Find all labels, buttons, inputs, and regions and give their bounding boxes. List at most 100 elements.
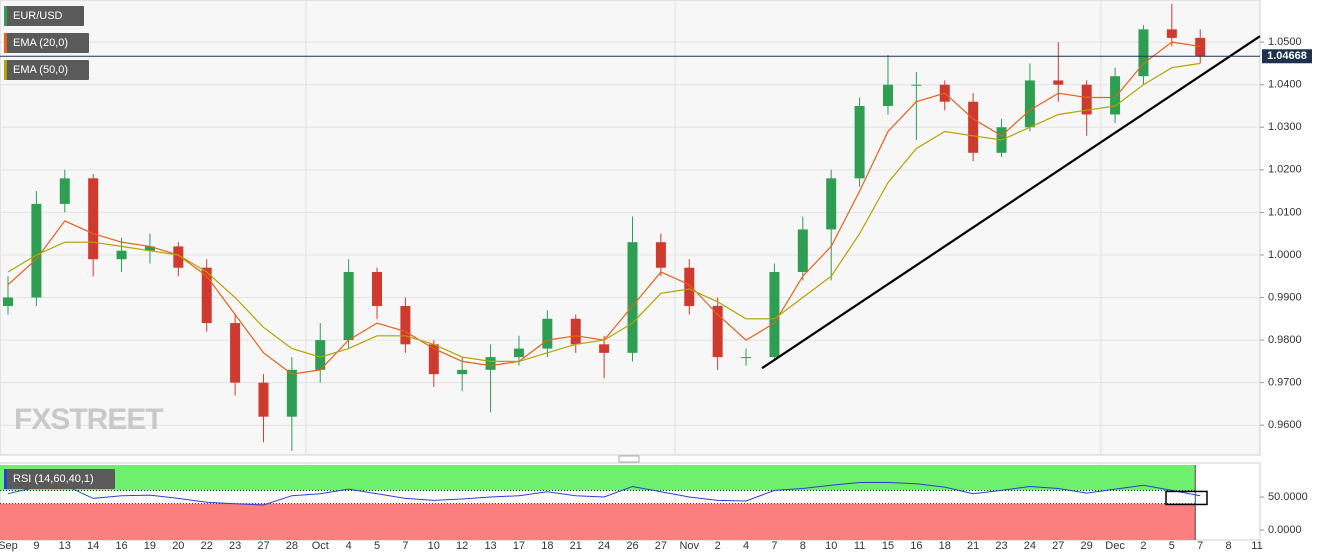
x-tick-label: 26 xyxy=(626,540,638,552)
x-tick-label: 27 xyxy=(257,540,269,552)
x-tick-label: Sep xyxy=(0,540,18,552)
y-tick-label: 1.0100 xyxy=(1268,206,1302,218)
x-tick-label: 22 xyxy=(201,540,213,552)
x-tick-label: 16 xyxy=(910,540,922,552)
x-tick-label: 13 xyxy=(484,540,496,552)
candle-body xyxy=(570,318,581,345)
candle-body xyxy=(485,357,496,370)
legend-swatch xyxy=(4,33,7,53)
candle-body xyxy=(854,105,865,179)
y-tick-label: 1.0400 xyxy=(1268,79,1302,91)
x-tick-label: 19 xyxy=(144,540,156,552)
legend-box xyxy=(4,6,84,26)
candle-body xyxy=(627,242,638,353)
candle-body xyxy=(88,178,99,260)
overlay-layer: 0.9600 0.9700 0.9800 0.9900 1.0000 1.0100 1.02… xyxy=(0,6,1312,552)
candle-body xyxy=(1166,29,1177,38)
x-tick-label: 11 xyxy=(854,540,865,552)
x-tick-label: 10 xyxy=(428,540,440,552)
x-tick-label: 8 xyxy=(1226,540,1232,552)
x-tick-label: 16 xyxy=(115,540,127,552)
legend-label: EMA (50,0) xyxy=(13,64,68,76)
candle-body xyxy=(173,246,184,268)
candle-body xyxy=(1110,76,1121,115)
legend-swatch xyxy=(4,6,7,26)
legend-label: RSI (14,60,40,1) xyxy=(13,473,94,485)
x-tick-label: Dec xyxy=(1105,540,1125,552)
x-tick-label: 29 xyxy=(1081,540,1093,552)
candle-body xyxy=(59,178,70,204)
legend-swatch xyxy=(4,469,7,489)
x-tick-label: Nov xyxy=(679,540,699,552)
candle-body xyxy=(372,271,383,307)
candle-body xyxy=(258,382,269,417)
y-tick-label: 1.0200 xyxy=(1268,164,1302,176)
x-tick-label: 4 xyxy=(346,540,352,552)
x-tick-label: 27 xyxy=(1052,540,1064,552)
rsi-layer xyxy=(0,465,1201,540)
x-tick-label: 23 xyxy=(995,540,1007,552)
x-tick-label: 4 xyxy=(743,540,749,552)
panel-handle xyxy=(618,455,640,463)
x-tick-label: 17 xyxy=(513,540,525,552)
y-tick-label: 0.0000 xyxy=(1268,524,1302,536)
legend-box xyxy=(4,469,115,489)
x-tick-label: 2 xyxy=(1140,540,1146,552)
x-tick-label: 11 xyxy=(1251,540,1262,552)
candle-body xyxy=(826,178,837,230)
candle-body xyxy=(3,297,13,307)
marks-layer xyxy=(3,3,1206,451)
candle-body xyxy=(286,369,297,417)
x-tick-label: 5 xyxy=(374,540,380,552)
candle-body xyxy=(513,348,524,358)
x-tick-label: 7 xyxy=(771,540,777,552)
grid-layer: FXSTREET xyxy=(0,0,1260,540)
candle-body xyxy=(599,344,610,353)
x-tick-label: 21 xyxy=(570,540,582,552)
candle-body xyxy=(201,267,212,324)
trendline xyxy=(761,35,1261,370)
y-tick-label: 50.0000 xyxy=(1268,491,1308,503)
ema-line xyxy=(7,62,1201,362)
y-tick-label: 1.0500 xyxy=(1268,36,1302,48)
x-tick-label: 2 xyxy=(715,540,721,552)
candle-body xyxy=(1053,80,1064,85)
x-tick-label: 23 xyxy=(229,540,241,552)
candle-body xyxy=(655,242,666,268)
candle-body xyxy=(1081,84,1092,115)
y-tick-label: 1.0000 xyxy=(1268,249,1302,261)
x-tick-label: 27 xyxy=(655,540,667,552)
x-tick-label: 15 xyxy=(882,540,894,552)
candle-body xyxy=(1195,37,1206,57)
x-tick-label: 10 xyxy=(825,540,837,552)
candle-body xyxy=(1138,29,1149,77)
legend-label: EUR/USD xyxy=(13,10,63,22)
x-tick-label: 20 xyxy=(172,540,184,552)
watermark: FXSTREET xyxy=(14,403,163,436)
candle-body xyxy=(315,340,326,370)
candle-body xyxy=(882,84,893,106)
x-tick-label: 14 xyxy=(87,540,99,552)
x-tick-label: 7 xyxy=(1197,540,1203,552)
x-tick-label: 7 xyxy=(402,540,408,552)
candle-body xyxy=(797,229,808,272)
x-tick-label: 13 xyxy=(59,540,71,552)
candle-body xyxy=(968,101,979,153)
rsi-lower-zone xyxy=(0,503,1196,540)
candle-body xyxy=(911,84,922,86)
x-tick-label: 8 xyxy=(800,540,806,552)
candle-body xyxy=(1024,80,1035,128)
candle-body xyxy=(741,357,752,359)
legend-box xyxy=(4,33,89,53)
x-tick-label: 28 xyxy=(286,540,298,552)
candle-body xyxy=(116,250,127,260)
last-price-badge xyxy=(1262,49,1312,64)
y-tick-label: 0.9800 xyxy=(1268,334,1302,346)
y-tick-label: 0.9600 xyxy=(1268,419,1302,431)
x-tick-label: 24 xyxy=(598,540,610,552)
legend-swatch xyxy=(4,60,7,80)
candle-body xyxy=(31,203,42,298)
x-tick-label: 5 xyxy=(1169,540,1175,552)
candle-body xyxy=(343,271,354,341)
